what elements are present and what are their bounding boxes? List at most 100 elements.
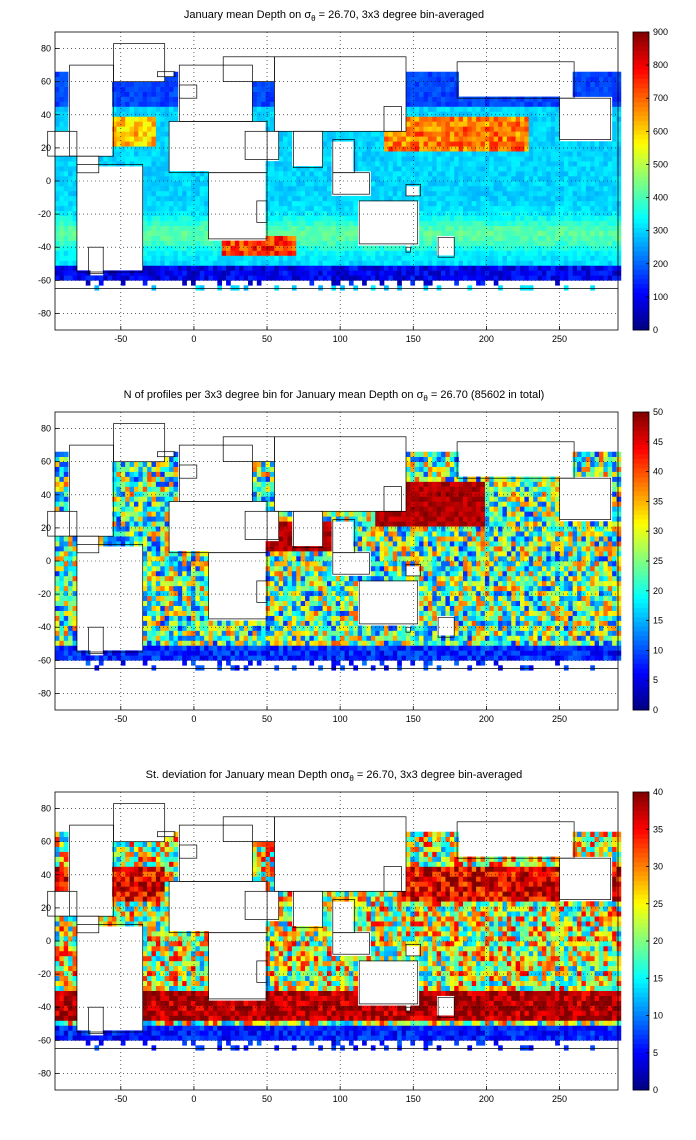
heatmap-cell xyxy=(300,650,306,656)
heatmap-cell xyxy=(590,230,595,236)
heatmap-cell xyxy=(120,146,126,152)
heatmap-cell xyxy=(419,200,424,207)
heatmap-cell xyxy=(370,181,376,187)
heatmap-cell xyxy=(147,650,152,656)
heatmap-cell xyxy=(305,650,310,656)
heatmap-cell xyxy=(72,556,78,562)
heatmap-cell xyxy=(204,635,209,641)
heatmap-cell xyxy=(612,131,617,137)
heatmap-cell xyxy=(256,111,262,117)
heatmap-cell xyxy=(300,260,306,266)
heatmap-cell xyxy=(169,640,174,646)
heatmap-cell xyxy=(120,81,126,87)
heatmap-cell xyxy=(164,215,170,222)
heatmap-cell xyxy=(72,215,78,222)
heatmap-cell xyxy=(243,650,249,656)
heatmap-cell xyxy=(498,176,503,182)
heatmap-cell xyxy=(419,240,424,246)
heatmap-cell xyxy=(524,230,530,236)
heatmap-cell xyxy=(186,205,192,212)
heatmap-cell xyxy=(265,471,271,477)
heatmap-cell xyxy=(296,210,301,217)
heatmap-cell xyxy=(261,265,266,271)
heatmap-cell xyxy=(112,486,117,492)
heatmap-cell xyxy=(72,655,78,661)
colorbar-tick-label: 200 xyxy=(653,259,668,269)
heatmap-cell xyxy=(278,176,284,182)
heatmap-cell xyxy=(173,630,179,636)
heatmap-cell xyxy=(199,590,205,597)
heatmap-cell xyxy=(305,625,310,631)
heatmap-cell xyxy=(112,101,117,107)
heatmap-cell xyxy=(462,215,468,222)
heatmap-cell xyxy=(493,156,499,162)
heatmap-cell xyxy=(85,655,91,661)
heatmap-cell xyxy=(598,86,604,92)
heatmap-cell xyxy=(208,645,214,651)
heatmap-cell xyxy=(331,225,337,231)
heatmap-cell xyxy=(133,96,139,102)
x-tick-label: 100 xyxy=(333,334,348,344)
heatmap-cell xyxy=(112,511,117,517)
heatmap-cell xyxy=(155,506,161,512)
heatmap-cell xyxy=(388,195,394,202)
heatmap-cell xyxy=(375,136,380,142)
heatmap-cell xyxy=(112,86,117,92)
heatmap-cell xyxy=(169,565,174,572)
heatmap-cell xyxy=(296,255,301,261)
heatmap-cell xyxy=(405,255,411,261)
heatmap-cell xyxy=(177,600,183,606)
heatmap-cell xyxy=(129,136,135,142)
heatmap-cell xyxy=(419,136,424,142)
heatmap-cell xyxy=(283,531,288,537)
heatmap-cell xyxy=(309,195,315,202)
heatmap-cell xyxy=(287,245,293,251)
heatmap-cell xyxy=(195,176,201,182)
heatmap-cell xyxy=(563,225,569,231)
heatmap-cell xyxy=(467,96,473,102)
heatmap-cell xyxy=(55,461,60,467)
heatmap-cell xyxy=(287,590,293,597)
heatmap-cell xyxy=(234,265,240,271)
heatmap-cell xyxy=(541,240,547,246)
heatmap-cell xyxy=(502,265,508,271)
heatmap-cell xyxy=(116,161,122,167)
heatmap-cell xyxy=(585,86,591,92)
heatmap-cell xyxy=(164,501,170,507)
heatmap-cell xyxy=(169,190,174,197)
heatmap-cell xyxy=(414,146,420,152)
heatmap-cell xyxy=(594,245,600,251)
heatmap-cell xyxy=(142,521,148,527)
heatmap-cell xyxy=(419,86,424,92)
heatmap-cell xyxy=(186,551,192,557)
heatmap-cell xyxy=(177,650,183,656)
heatmap-cell xyxy=(252,645,258,651)
heatmap-cell xyxy=(261,245,266,251)
heatmap-cell xyxy=(309,655,315,661)
heatmap-cell xyxy=(506,200,512,207)
heatmap-cell xyxy=(436,76,442,82)
heatmap-cell xyxy=(577,210,582,217)
heatmap-cell xyxy=(515,275,521,281)
heatmap-cell xyxy=(484,210,490,217)
heatmap-cell xyxy=(326,541,332,547)
heatmap-cell xyxy=(309,200,315,207)
heatmap-cell xyxy=(353,205,359,212)
heatmap-cell xyxy=(594,176,600,182)
heatmap-cell xyxy=(462,96,468,102)
heatmap-cell xyxy=(568,200,573,207)
heatmap-cell xyxy=(581,250,587,256)
heatmap-cell xyxy=(160,580,165,587)
heatmap-cell xyxy=(287,640,293,646)
heatmap-cell xyxy=(322,240,328,246)
heatmap-cell xyxy=(226,645,231,651)
heatmap-cell xyxy=(445,111,451,117)
heatmap-cell xyxy=(147,536,152,542)
colorbar-step xyxy=(633,143,649,149)
heatmap-cell xyxy=(537,136,543,142)
heatmap-cell xyxy=(388,181,394,187)
heatmap-cell xyxy=(533,101,538,107)
heatmap-cell xyxy=(458,235,464,241)
heatmap-cell xyxy=(305,580,310,587)
colorbar-step xyxy=(633,41,649,47)
